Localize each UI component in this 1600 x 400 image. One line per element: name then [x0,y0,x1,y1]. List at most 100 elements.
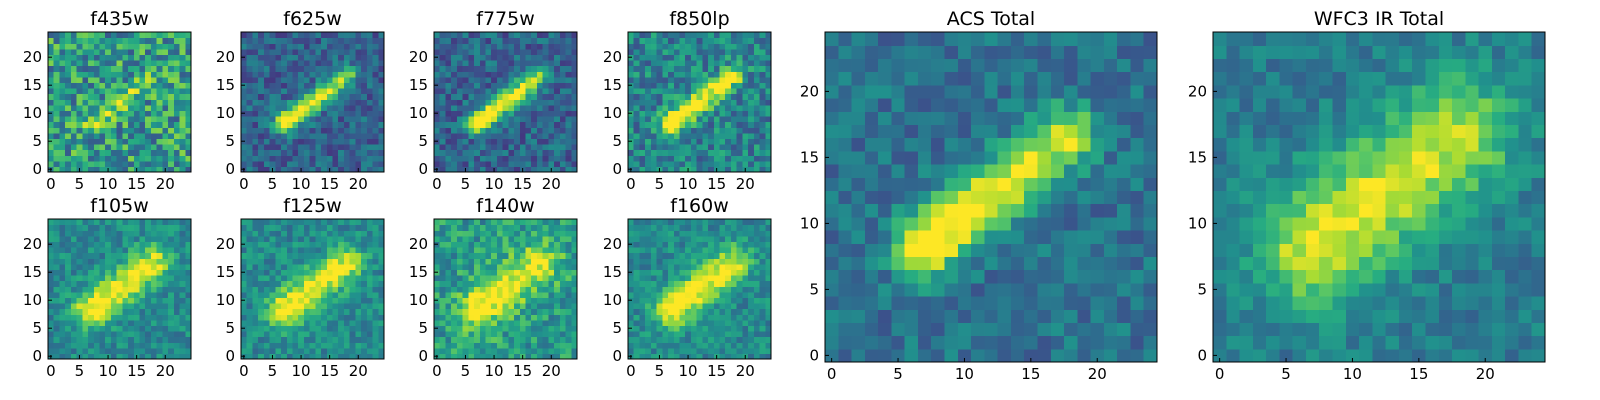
heatmap-cell [65,138,72,145]
heatmap-cell [748,149,755,156]
heatmap-cell [241,286,248,293]
heatmap-cell [462,132,469,139]
heatmap-cell [303,82,311,89]
heatmap-cell [668,286,675,293]
heatmap-cell [456,76,464,83]
heatmap-cell [76,241,83,248]
heatmap-cell [753,54,761,61]
heatmap-cell [496,149,504,156]
heatmap-cell [765,149,772,156]
heatmap-cell [650,104,658,111]
heatmap-cell [571,241,578,248]
heatmap-cell [292,88,299,95]
heatmap-cell [355,252,362,259]
heatmap-cell [565,65,572,72]
heatmap-cell [133,319,141,326]
heatmap-cell [571,308,578,315]
heatmap-cell [173,275,181,282]
heatmap-cell [156,104,163,111]
heatmap-cell [702,275,709,282]
heatmap-cell [502,342,509,349]
heatmap-cell [116,235,123,242]
heatmap-cell [479,138,487,145]
heatmap-cell [736,144,743,151]
heatmap-cell [252,121,259,128]
heatmap-cell [338,280,345,287]
heatmap-cell [105,88,112,95]
heatmap-cell [258,104,265,111]
heatmap-cell [525,331,532,338]
heatmap-cell [439,166,447,173]
heatmap-cell [679,160,686,167]
heatmap-cell [332,263,339,270]
heatmap-cell [508,160,515,167]
heatmap-cell [456,275,464,282]
heatmap-cell [48,127,55,134]
heatmap-cell [639,303,646,310]
heatmap-cell [439,224,447,231]
heatmap-cell [185,241,192,248]
heatmap-cell [48,99,55,106]
panel-title: f850lp [669,8,729,30]
heatmap-cell [105,325,112,332]
heatmap-cell [76,54,83,61]
heatmap-cell [519,219,527,226]
heatmap-cells [48,32,192,173]
heatmap-cell [650,121,658,128]
heatmap-cell [702,43,709,50]
heatmap-cell [719,155,726,162]
heatmap-cell [53,93,61,100]
heatmap-cell [456,263,464,270]
heatmap-cell [696,258,703,265]
heatmap-cell [439,325,447,332]
heatmap-cell [128,275,135,282]
heatmap-cell [349,252,356,259]
heatmap-cell [309,104,316,111]
heatmap-cell [70,297,78,304]
heatmap-cell [93,116,101,123]
heatmap-cell [105,54,112,61]
heatmap-cell [479,76,487,83]
heatmap-cell [759,308,766,315]
heatmap-cell [673,308,681,315]
heatmap-cell [719,144,726,151]
heatmap-cell [536,48,544,55]
heatmap-cell [719,65,726,72]
heatmap-cell [639,43,646,50]
heatmap-cell [690,336,698,343]
heatmap-cell [59,280,66,287]
heatmap-cell [525,314,532,321]
heatmap-cell [434,336,441,343]
heatmap-cell [349,71,356,78]
heatmap-cell [725,37,732,44]
heatmap-cell [650,127,658,134]
heatmap-cell [156,342,163,349]
heatmap-cell [48,76,55,83]
heatmap-cell [554,247,561,254]
heatmap-cell [474,319,481,326]
heatmap-cell [145,144,152,151]
heatmap-cell [730,342,738,349]
heatmap-cell [639,121,646,128]
heatmap-cell [150,37,158,44]
heatmap-cell [536,241,544,248]
heatmap-cell [133,297,141,304]
heatmap-cell [668,297,675,304]
heatmap-cell [690,155,698,162]
heatmap-cell [548,48,555,55]
heatmap-cell [548,230,555,237]
heatmap-cell [349,303,356,310]
heatmap-cell [286,280,294,287]
heatmap-cell [309,149,316,156]
heatmap-cell [145,280,152,287]
heatmap-cell [110,93,118,100]
heatmap-cell [150,32,158,39]
heatmap-cell [88,247,95,254]
heatmap-cell [685,263,692,270]
heatmap-cell [139,132,146,139]
heatmap-cell [565,325,572,332]
heatmap-cell [451,275,458,282]
heatmap-cell [76,155,83,162]
heatmap-cell [258,252,265,259]
heatmap-cell [491,297,498,304]
